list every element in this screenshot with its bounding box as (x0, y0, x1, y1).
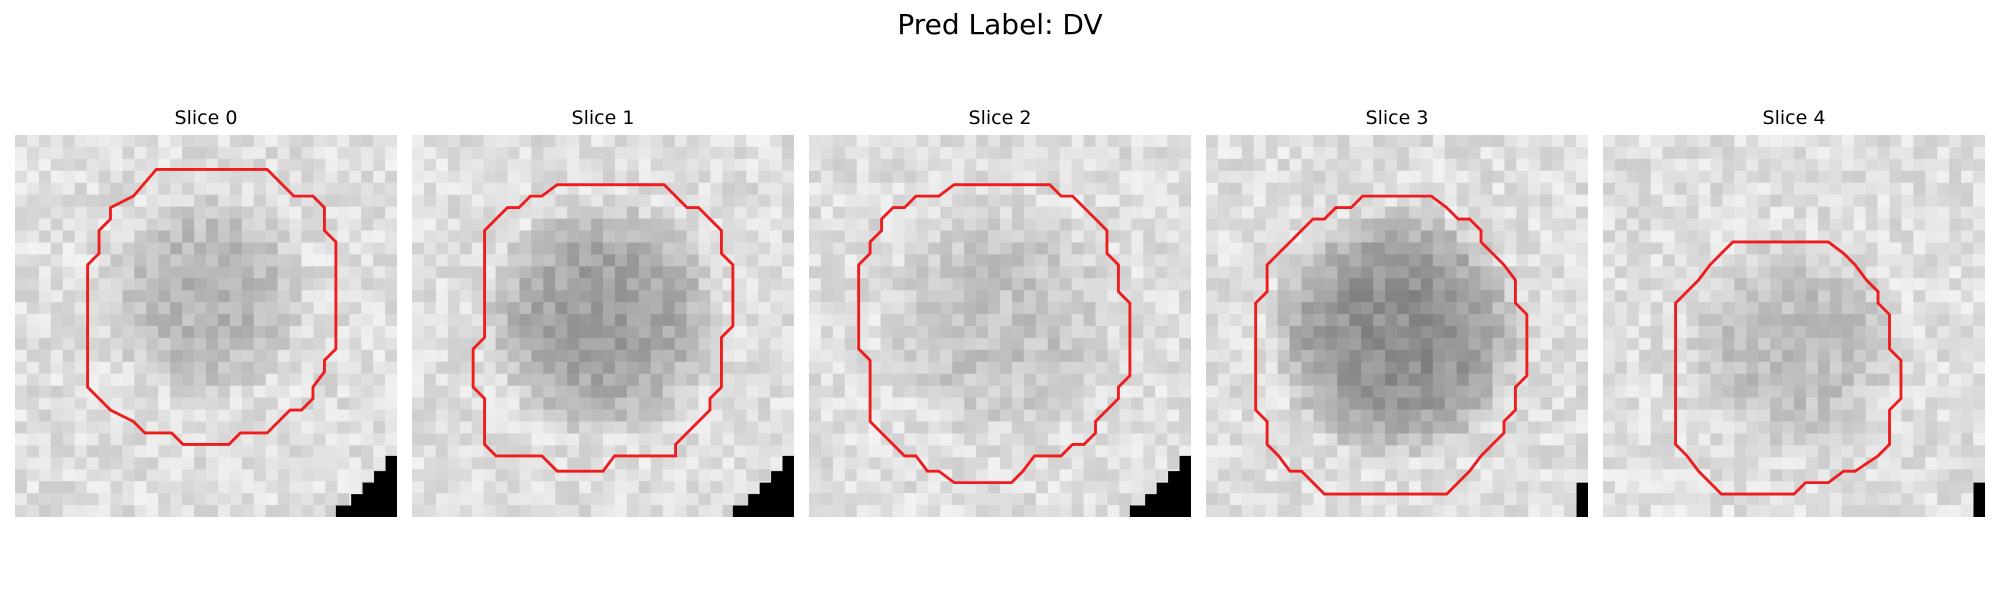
slice-title: Slice 3 (1365, 107, 1429, 129)
slice-image (412, 135, 794, 517)
pixel-grid (412, 135, 794, 517)
pixel-grid (1206, 135, 1588, 517)
prediction-contour (471, 183, 735, 473)
prediction-contour (857, 183, 1132, 485)
pixel-grid (1603, 135, 1985, 517)
prediction-contour (1254, 194, 1529, 496)
pixel-grid (15, 135, 397, 517)
slice-title: Slice 4 (1762, 107, 1826, 129)
slice-title: Slice 2 (968, 107, 1032, 129)
slice-title: Slice 1 (571, 107, 635, 129)
corner-artifact (732, 455, 794, 517)
figure-title: Pred Label: DV (897, 8, 1103, 41)
prediction-contour (86, 167, 338, 446)
pixel-grid (809, 135, 1191, 517)
slice-image (1603, 135, 1985, 517)
corner-artifact (1576, 482, 1588, 517)
slice-image (1206, 135, 1588, 517)
corner-artifact (1973, 482, 1985, 517)
slice-title: Slice 0 (174, 107, 238, 129)
corner-artifact (335, 455, 397, 517)
prediction-contour (1674, 240, 1903, 496)
slice-image (15, 135, 397, 517)
corner-artifact (1129, 455, 1191, 517)
slice-image (809, 135, 1191, 517)
